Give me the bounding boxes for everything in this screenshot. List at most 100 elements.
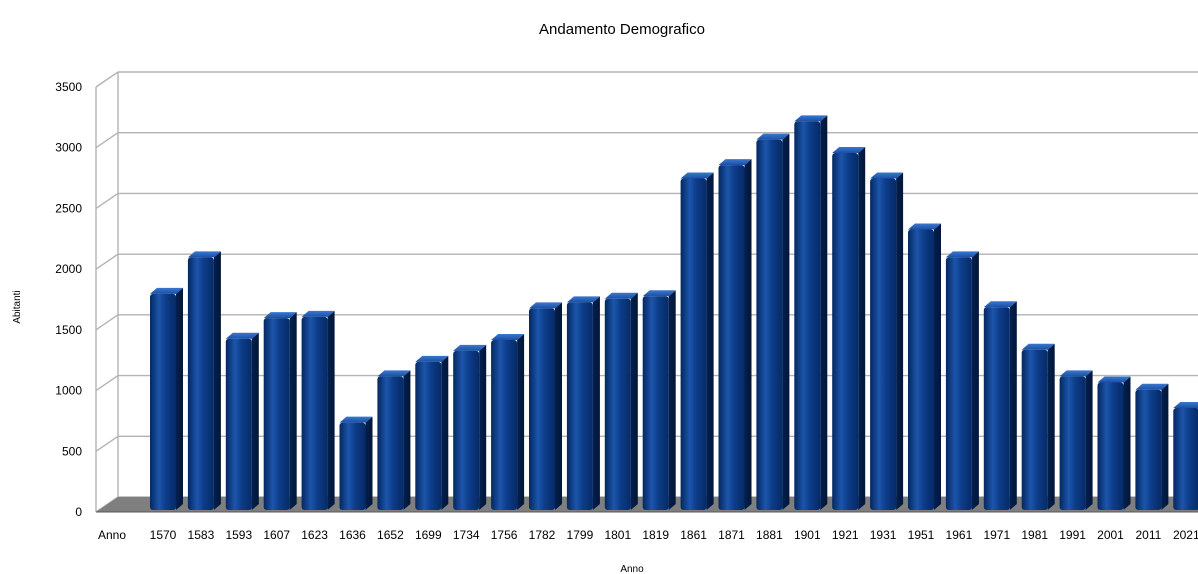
bar-side xyxy=(744,159,752,510)
bar-front xyxy=(832,153,859,510)
bar-side xyxy=(213,251,221,510)
x-tick-label: 1981 xyxy=(1021,528,1048,542)
bar xyxy=(832,147,866,510)
bar-side xyxy=(934,223,941,510)
bar-top xyxy=(187,251,221,258)
x-tick-label: 1699 xyxy=(415,528,442,542)
x-tick-label: 1593 xyxy=(225,528,252,542)
bar-side xyxy=(176,287,183,510)
bar-front xyxy=(908,229,934,510)
bar-top xyxy=(1173,402,1198,408)
bar-top xyxy=(756,133,790,140)
x-tick-label: 1607 xyxy=(263,528,290,542)
bar-side xyxy=(479,344,487,510)
bar xyxy=(983,301,1017,510)
x-tick-label: 1921 xyxy=(832,528,859,542)
bar-top xyxy=(301,310,335,317)
bar-top xyxy=(1059,370,1093,377)
bar-top xyxy=(870,172,904,179)
x-tick-label: 1971 xyxy=(983,528,1010,542)
bar-side xyxy=(403,370,411,510)
bar-top xyxy=(832,147,866,153)
bar-top xyxy=(263,312,297,319)
bar-front xyxy=(566,302,593,510)
bar xyxy=(1021,343,1055,510)
bar-side xyxy=(1085,370,1093,510)
bar-front xyxy=(1021,349,1048,510)
x-tick-label: 1636 xyxy=(339,528,366,542)
bar-top xyxy=(1021,343,1055,350)
y-tick-label: 1000 xyxy=(55,384,82,398)
x-tick-label: 1652 xyxy=(377,528,404,542)
y-tick-label: 3000 xyxy=(55,141,82,155)
x-axis-title: Anno xyxy=(620,564,644,574)
bar-side xyxy=(820,115,828,510)
x-tick-label: 1881 xyxy=(756,528,783,542)
bar xyxy=(680,172,714,510)
bar xyxy=(150,287,183,510)
gridline-depth xyxy=(95,314,119,331)
bar xyxy=(566,296,600,510)
bar-side xyxy=(517,334,525,510)
x-tick-label: 1819 xyxy=(642,528,669,542)
y-axis-title: Abitanti xyxy=(12,290,23,323)
bar-front xyxy=(491,340,518,510)
bar-top xyxy=(908,223,941,230)
bar-front xyxy=(150,293,176,510)
bar-front xyxy=(339,422,366,510)
x-tick-label: 1901 xyxy=(794,528,821,542)
x-tick-label: 1756 xyxy=(491,528,518,542)
bar-top xyxy=(1135,383,1169,390)
bar xyxy=(1135,383,1169,510)
bar-front xyxy=(870,178,897,510)
x-tick-label: 1799 xyxy=(567,528,594,542)
bar-top xyxy=(718,159,752,166)
x-tick-label: 1734 xyxy=(453,528,480,542)
x-tick-label: 1861 xyxy=(680,528,707,542)
x-tick-label: 1931 xyxy=(870,528,897,542)
bar-side xyxy=(441,355,449,510)
bar xyxy=(794,115,828,510)
bar xyxy=(945,251,979,510)
bar-side xyxy=(706,172,714,510)
x-tick-label: 1583 xyxy=(188,528,215,542)
bar xyxy=(604,292,638,510)
x-tick-label: 2021 xyxy=(1173,528,1198,542)
bar-top xyxy=(680,172,714,179)
bar-front xyxy=(415,361,442,510)
chart-title: Andamento Demografico xyxy=(539,21,705,38)
y-tick-label: 2500 xyxy=(55,201,82,215)
gridline-depth xyxy=(95,374,119,392)
bar-top xyxy=(794,115,828,122)
y-tick-label: 1500 xyxy=(55,323,82,337)
bar-side xyxy=(289,312,297,510)
y-tick-label: 3500 xyxy=(55,80,82,94)
bar-top xyxy=(1097,376,1131,383)
bar-side xyxy=(858,147,866,510)
x-tick-label: 1961 xyxy=(946,528,973,542)
bar-top xyxy=(225,332,259,339)
x-tick-label: 1951 xyxy=(908,528,935,542)
bar xyxy=(339,416,373,510)
bar-top xyxy=(604,292,638,299)
bar xyxy=(1173,402,1198,510)
bar-side xyxy=(592,296,600,510)
bar-side xyxy=(1123,376,1131,510)
x-tick-label: 1801 xyxy=(604,528,631,542)
bar-front xyxy=(1135,389,1162,510)
bar xyxy=(1097,376,1131,510)
bar-top xyxy=(150,287,183,294)
bar-side xyxy=(630,292,638,510)
bar-front xyxy=(377,376,404,510)
bar-top xyxy=(491,334,525,340)
bar-side xyxy=(1161,383,1169,510)
gridline-depth xyxy=(95,71,119,88)
bars xyxy=(150,115,1198,510)
gridline-depth xyxy=(95,192,119,210)
y-tick-label: 2000 xyxy=(55,262,82,276)
bar-front xyxy=(263,318,290,510)
bar-front xyxy=(301,316,328,510)
bar-front xyxy=(680,178,707,510)
bar-front xyxy=(794,121,821,510)
